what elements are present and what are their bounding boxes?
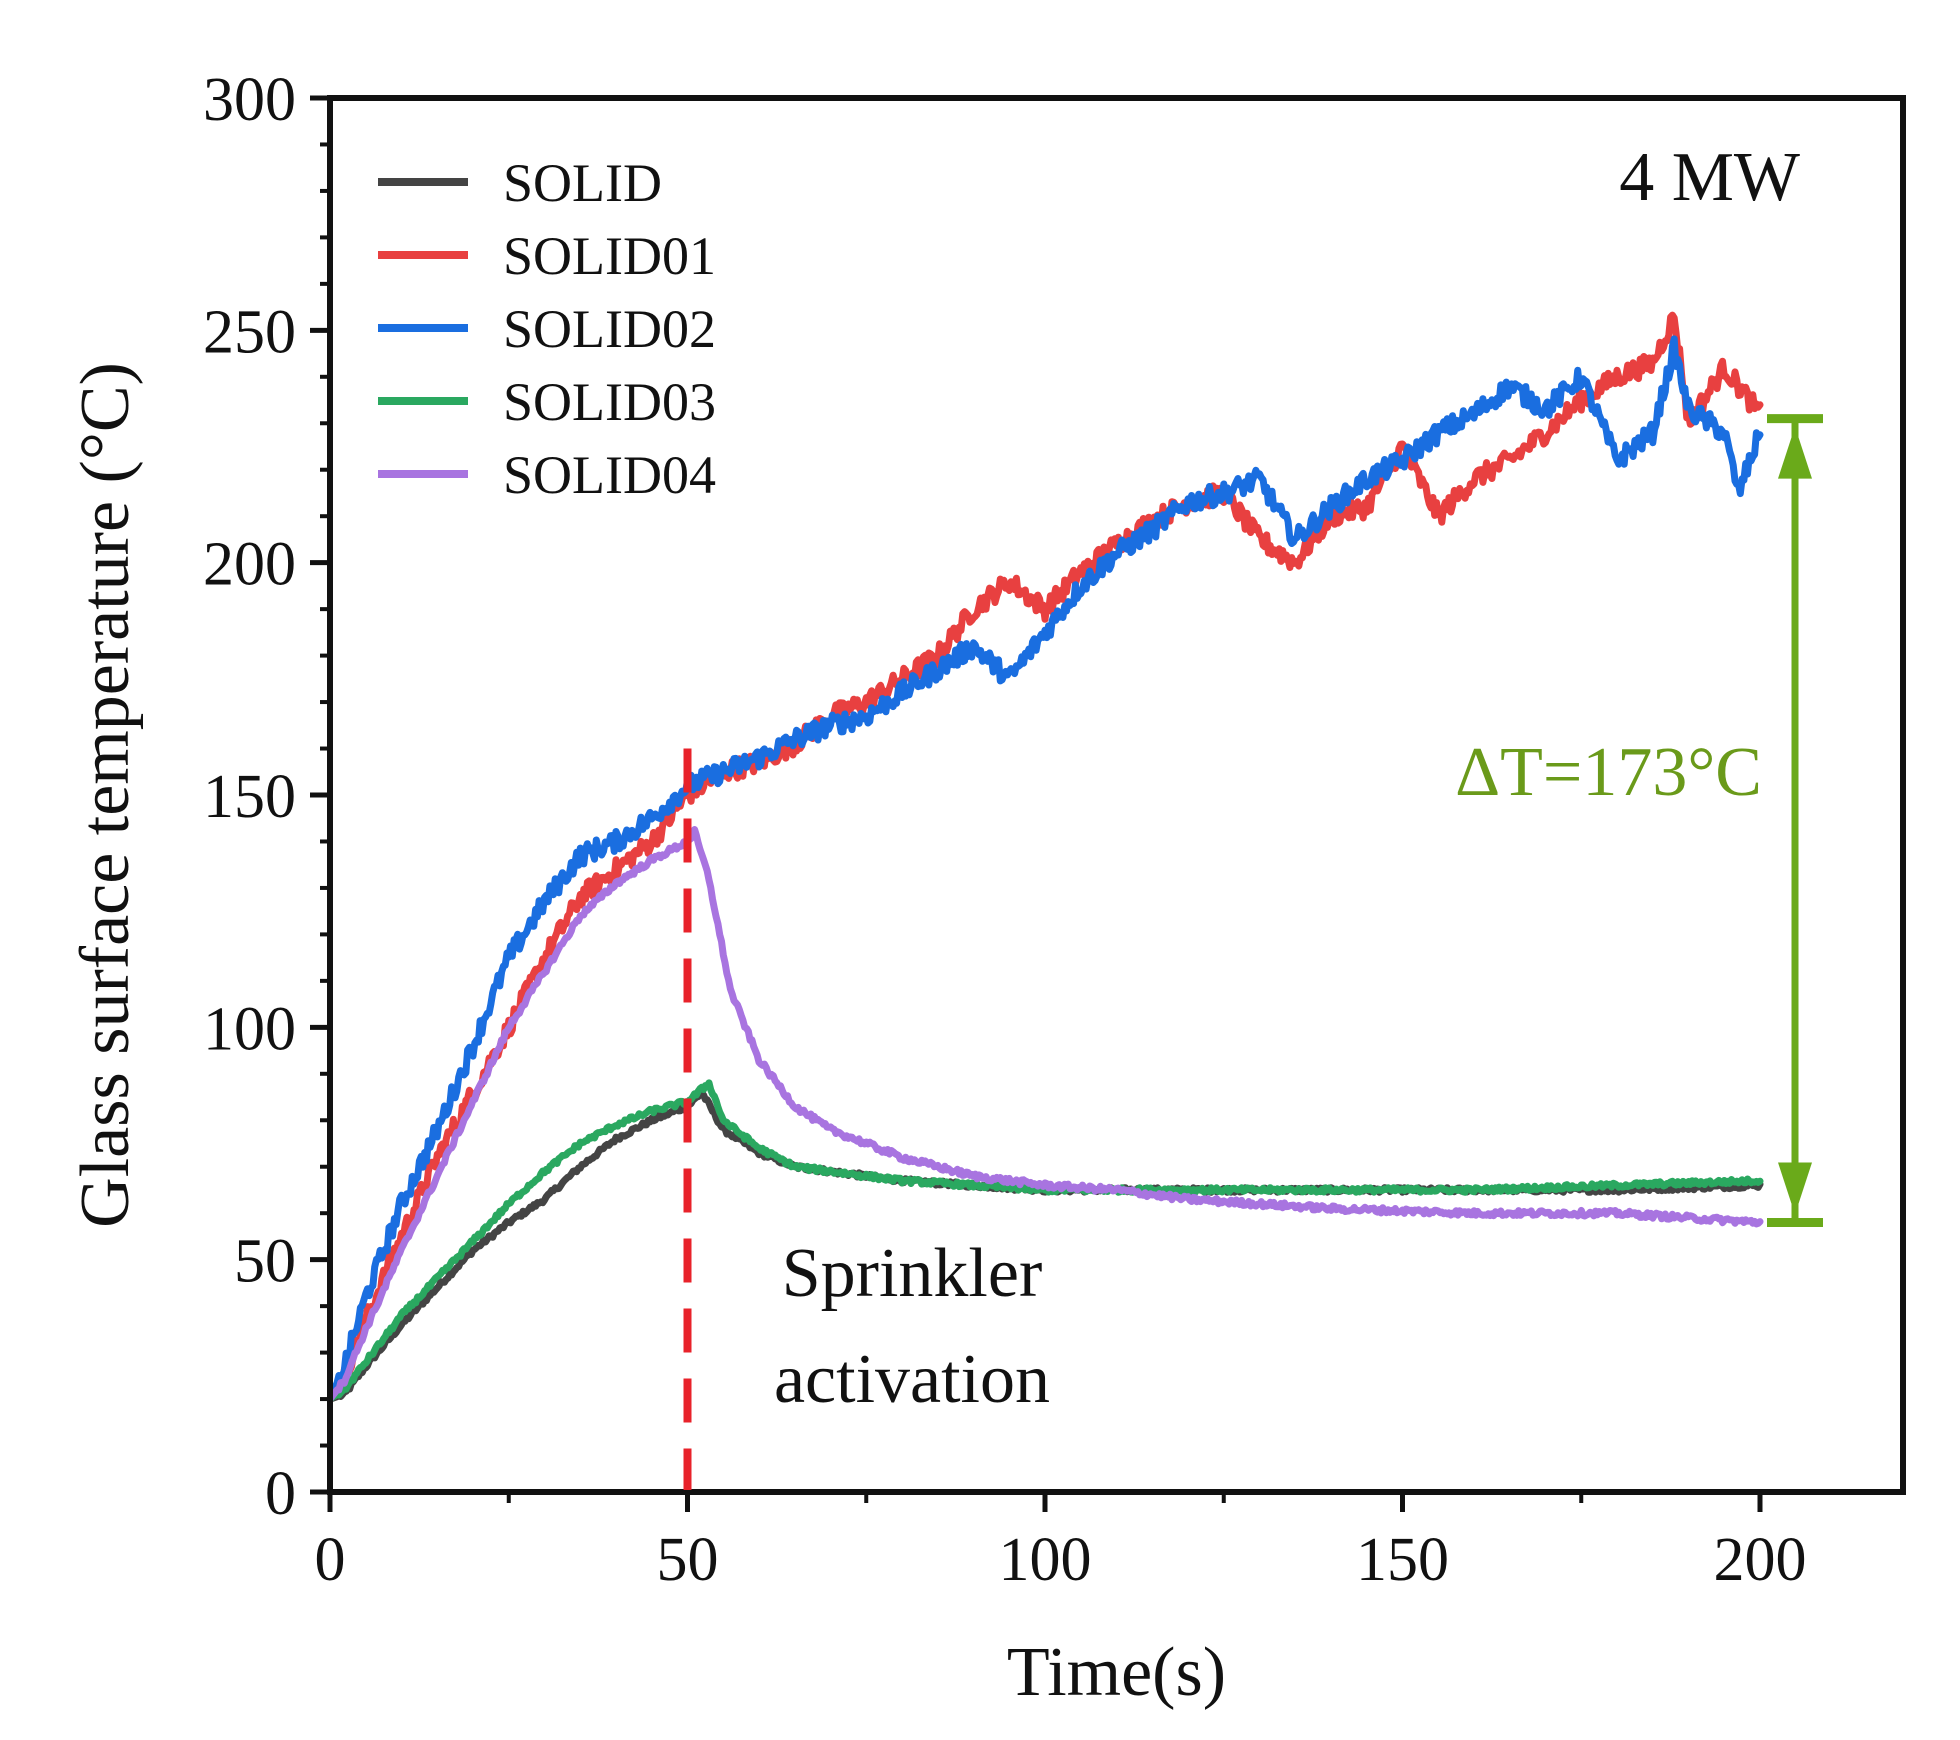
x-axis-title: Time(s) bbox=[1007, 1634, 1226, 1711]
y-tick-label-6: 300 bbox=[203, 66, 296, 134]
legend-label-solid01: SOLID01 bbox=[503, 226, 716, 286]
delta-arrow-head-down bbox=[1778, 1162, 1812, 1215]
y-tick-label-4: 200 bbox=[203, 531, 296, 599]
series-line-solid02 bbox=[326, 335, 1764, 1403]
legend-label-solid02: SOLID02 bbox=[503, 299, 716, 359]
x-tick-label-0: 0 bbox=[315, 1526, 346, 1594]
y-tick-label-0: 0 bbox=[265, 1460, 296, 1528]
y-tick-label-1: 50 bbox=[234, 1228, 296, 1296]
x-tick-label-2: 100 bbox=[999, 1526, 1092, 1594]
y-tick-label-3: 150 bbox=[203, 763, 296, 831]
y-axis: 0 50 100 150 200 250 300 bbox=[203, 66, 330, 1528]
delta-arrow-head-up bbox=[1778, 426, 1812, 479]
x-tick-label-1: 50 bbox=[657, 1526, 719, 1594]
x-tick-label-4: 200 bbox=[1714, 1526, 1807, 1594]
annotations bbox=[683, 414, 1823, 1490]
y-tick-label-5: 250 bbox=[203, 298, 296, 366]
legend: SOLID SOLID01 SOLID02 SOLID03 SOLID04 bbox=[378, 153, 716, 505]
series-line-solid04 bbox=[326, 826, 1764, 1403]
delta-t-label: ΔT=173°C bbox=[1455, 734, 1762, 811]
sprinkler-label-line1: Sprinkler bbox=[782, 1235, 1043, 1312]
series-layer bbox=[326, 311, 1764, 1403]
sprinkler-label-line2: activation bbox=[774, 1341, 1050, 1418]
x-tick-label-3: 150 bbox=[1356, 1526, 1449, 1594]
series-line-solid01 bbox=[326, 311, 1764, 1403]
legend-label-solid03: SOLID03 bbox=[503, 372, 716, 432]
legend-label-solid04: SOLID04 bbox=[503, 445, 716, 505]
y-tick-label-2: 100 bbox=[203, 995, 296, 1063]
series-line-solid03 bbox=[326, 1079, 1764, 1403]
legend-label-solid: SOLID bbox=[503, 153, 662, 213]
power-label: 4 MW bbox=[1619, 139, 1800, 216]
x-axis: 0 50 100 150 200 bbox=[315, 1492, 1807, 1594]
y-axis-title: Glass surface temperature (°C) bbox=[67, 362, 144, 1228]
